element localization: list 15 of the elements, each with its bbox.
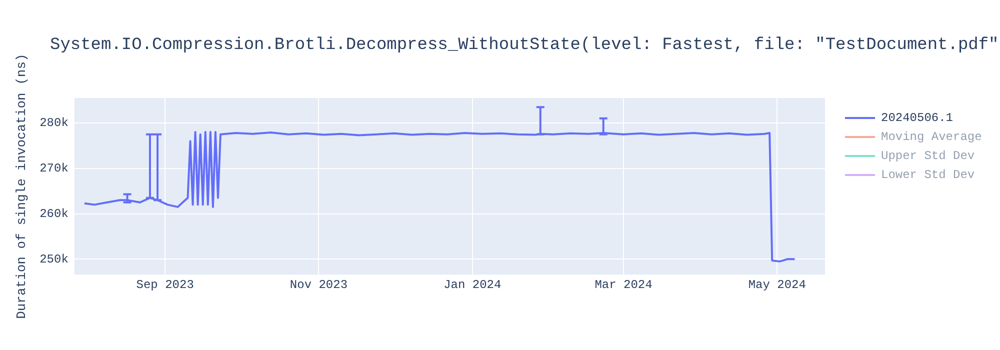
legend-label: Moving Average [881, 130, 982, 144]
x-tick-label: Jan 2024 [444, 278, 502, 292]
x-tick-label: May 2024 [748, 278, 806, 292]
y-tick-label: 250k [40, 252, 68, 266]
y-tick-label: 270k [40, 162, 68, 176]
x-tick-label: Sep 2023 [136, 278, 194, 292]
y-axis-title: Duration of single invocation (ns) [14, 54, 30, 319]
y-tick-label: 280k [40, 116, 68, 130]
chart-title: System.IO.Compression.Brotli.Decompress_WithoutState(level: Fastest, file: "TestDocument.pdf" [50, 36, 999, 55]
legend-label: 20240506.1 [881, 110, 954, 124]
legend-label: Upper Std Dev [881, 148, 975, 162]
y-tick-label: 260k [40, 206, 68, 221]
x-tick-label: Nov 2023 [290, 278, 348, 292]
legend-label: Lower Std Dev [881, 168, 975, 182]
x-tick-label: Mar 2024 [594, 278, 652, 292]
